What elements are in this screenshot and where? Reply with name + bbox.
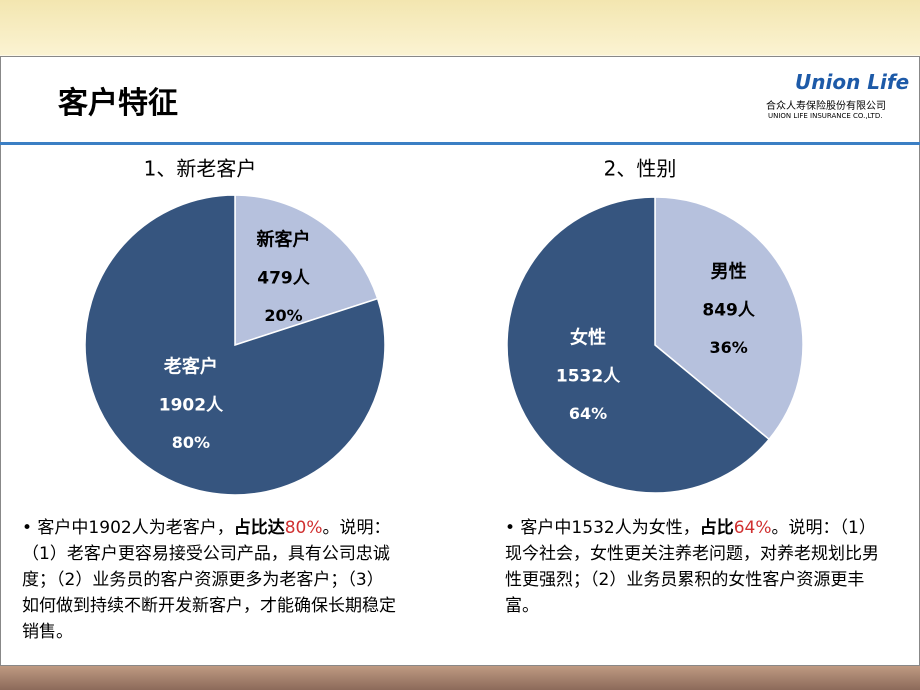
slice-label: 新客户 [256, 228, 310, 250]
slice-percent: 20% [264, 306, 302, 325]
pie-slice [234, 194, 379, 347]
slice-label: 男性 [711, 260, 747, 282]
slice-label: 女性 [570, 327, 606, 349]
chart-title: 2、性别 [604, 157, 677, 181]
note-text: 。说明：（1）老客户更容易接受公司产品，具有公司忠诚度；（2）业务员的客户资源更… [22, 518, 396, 642]
note-highlight: 80% [284, 518, 323, 538]
note: • 客户中1532人为女性，占比64%。说明：（1）现今社会，女性更关注养老问题… [505, 515, 890, 619]
slice-label: 老客户 [164, 356, 218, 378]
slice-count: 1902人 [159, 396, 224, 416]
note-text: • 客户中1902人为老客户， [22, 518, 234, 538]
pie-slice [654, 196, 804, 441]
note-text: • 客户中1532人为女性， [505, 518, 700, 538]
chart-title: 1、新老客户 [144, 157, 257, 181]
slice-count: 479人 [257, 268, 310, 288]
slice-count: 849人 [702, 300, 755, 320]
pie-slice [84, 194, 386, 496]
slice-percent: 64% [569, 404, 607, 423]
note-text: 占比 [699, 518, 734, 538]
logo: Union Life [795, 70, 910, 94]
note-text: 。说明：（1）现今社会，女性更关注养老问题，对养老规划比男性更强烈；（2）业务员… [505, 518, 879, 616]
slice-count: 1532人 [556, 367, 621, 387]
note: • 客户中1902人为老客户，占比达80%。说明：（1）老客户更容易接受公司产品… [22, 515, 397, 645]
company-cn: 合众人寿保险股份有限公司 [766, 101, 886, 112]
company-en: UNION LIFE INSURANCE CO.,LTD. [768, 112, 883, 120]
note-highlight: 64% [733, 518, 772, 538]
note-text: 占比达 [233, 518, 285, 538]
header-rule [0, 142, 920, 145]
pie-slice [506, 196, 771, 494]
slice-percent: 36% [710, 338, 748, 357]
slice-percent: 80% [172, 433, 210, 452]
slide-title: 客户特征 [58, 86, 178, 121]
